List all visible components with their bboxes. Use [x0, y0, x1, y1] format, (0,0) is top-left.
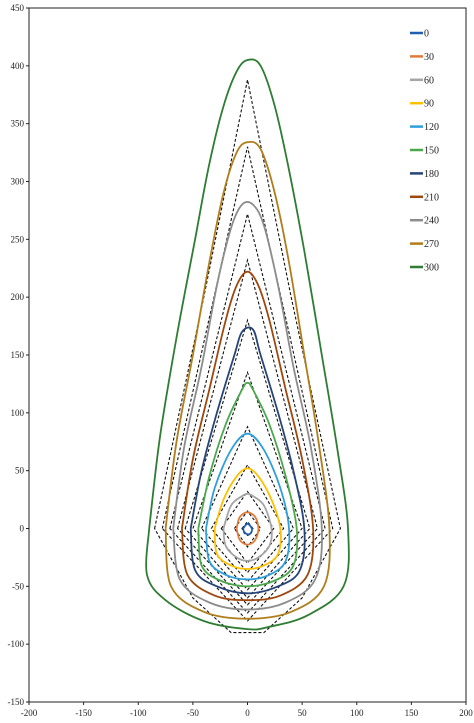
series-line [213, 467, 282, 570]
legend-label: 240 [424, 216, 439, 227]
legend-label: 210 [424, 192, 439, 203]
series-line [235, 511, 260, 546]
y-tick-label: 150 [11, 350, 25, 360]
x-tick-label: 150 [405, 708, 419, 718]
dashed-contour [169, 213, 326, 614]
series-line [222, 492, 273, 562]
legend-label: 180 [424, 169, 439, 180]
x-tick-label: 100 [350, 708, 364, 718]
dashed-contour [200, 425, 295, 583]
legend: 0 30 60 90 120 150 180 210 240 270 300 [410, 29, 439, 274]
legend-label: 150 [424, 146, 439, 157]
x-tick-label: 0 [245, 708, 250, 718]
dashed-contour [210, 463, 285, 574]
y-tick-label: 250 [11, 234, 25, 244]
legend-label: 60 [424, 75, 434, 86]
dashed-contour [220, 490, 275, 565]
legend-label: 30 [424, 52, 434, 63]
y-tick-label: 350 [11, 119, 25, 129]
x-tick-label: 50 [298, 708, 308, 718]
series-line [164, 140, 331, 620]
x-tick-label: -200 [21, 708, 38, 718]
y-tick-label: 50 [15, 466, 25, 476]
axes: -200 -150 -100 -50 0 50 100 150 200-150-100-5005… [8, 3, 474, 718]
series-line [172, 201, 323, 611]
legend-label: 120 [424, 122, 439, 133]
series-line [197, 381, 299, 588]
dashed-contour [176, 258, 319, 606]
series-line [242, 523, 253, 536]
legend-label: 270 [424, 239, 439, 250]
legend-label: 300 [424, 263, 439, 274]
dashed-contour [233, 510, 262, 548]
legend-label: 90 [424, 99, 434, 110]
y-tick-label: 450 [11, 3, 25, 13]
x-tick-label: -100 [130, 708, 147, 718]
series-line [145, 58, 350, 631]
legend-label: 0 [424, 29, 429, 40]
x-tick-label: 200 [459, 708, 473, 718]
y-tick-label: 0 [20, 524, 25, 534]
series-line [205, 432, 291, 581]
x-tick-label: -50 [187, 708, 199, 718]
series-lines [145, 58, 350, 631]
y-tick-label: 300 [11, 177, 25, 187]
y-tick-label: -100 [8, 639, 25, 649]
series-line [181, 270, 315, 602]
y-tick-label: -150 [8, 697, 25, 707]
y-tick-label: 100 [11, 408, 25, 418]
dashed-contour [192, 370, 303, 591]
series-line [189, 326, 306, 595]
x-tick-label: -150 [75, 708, 92, 718]
y-tick-label: 400 [11, 61, 25, 71]
y-tick-label: 200 [11, 292, 25, 302]
y-tick-label: -50 [12, 581, 24, 591]
